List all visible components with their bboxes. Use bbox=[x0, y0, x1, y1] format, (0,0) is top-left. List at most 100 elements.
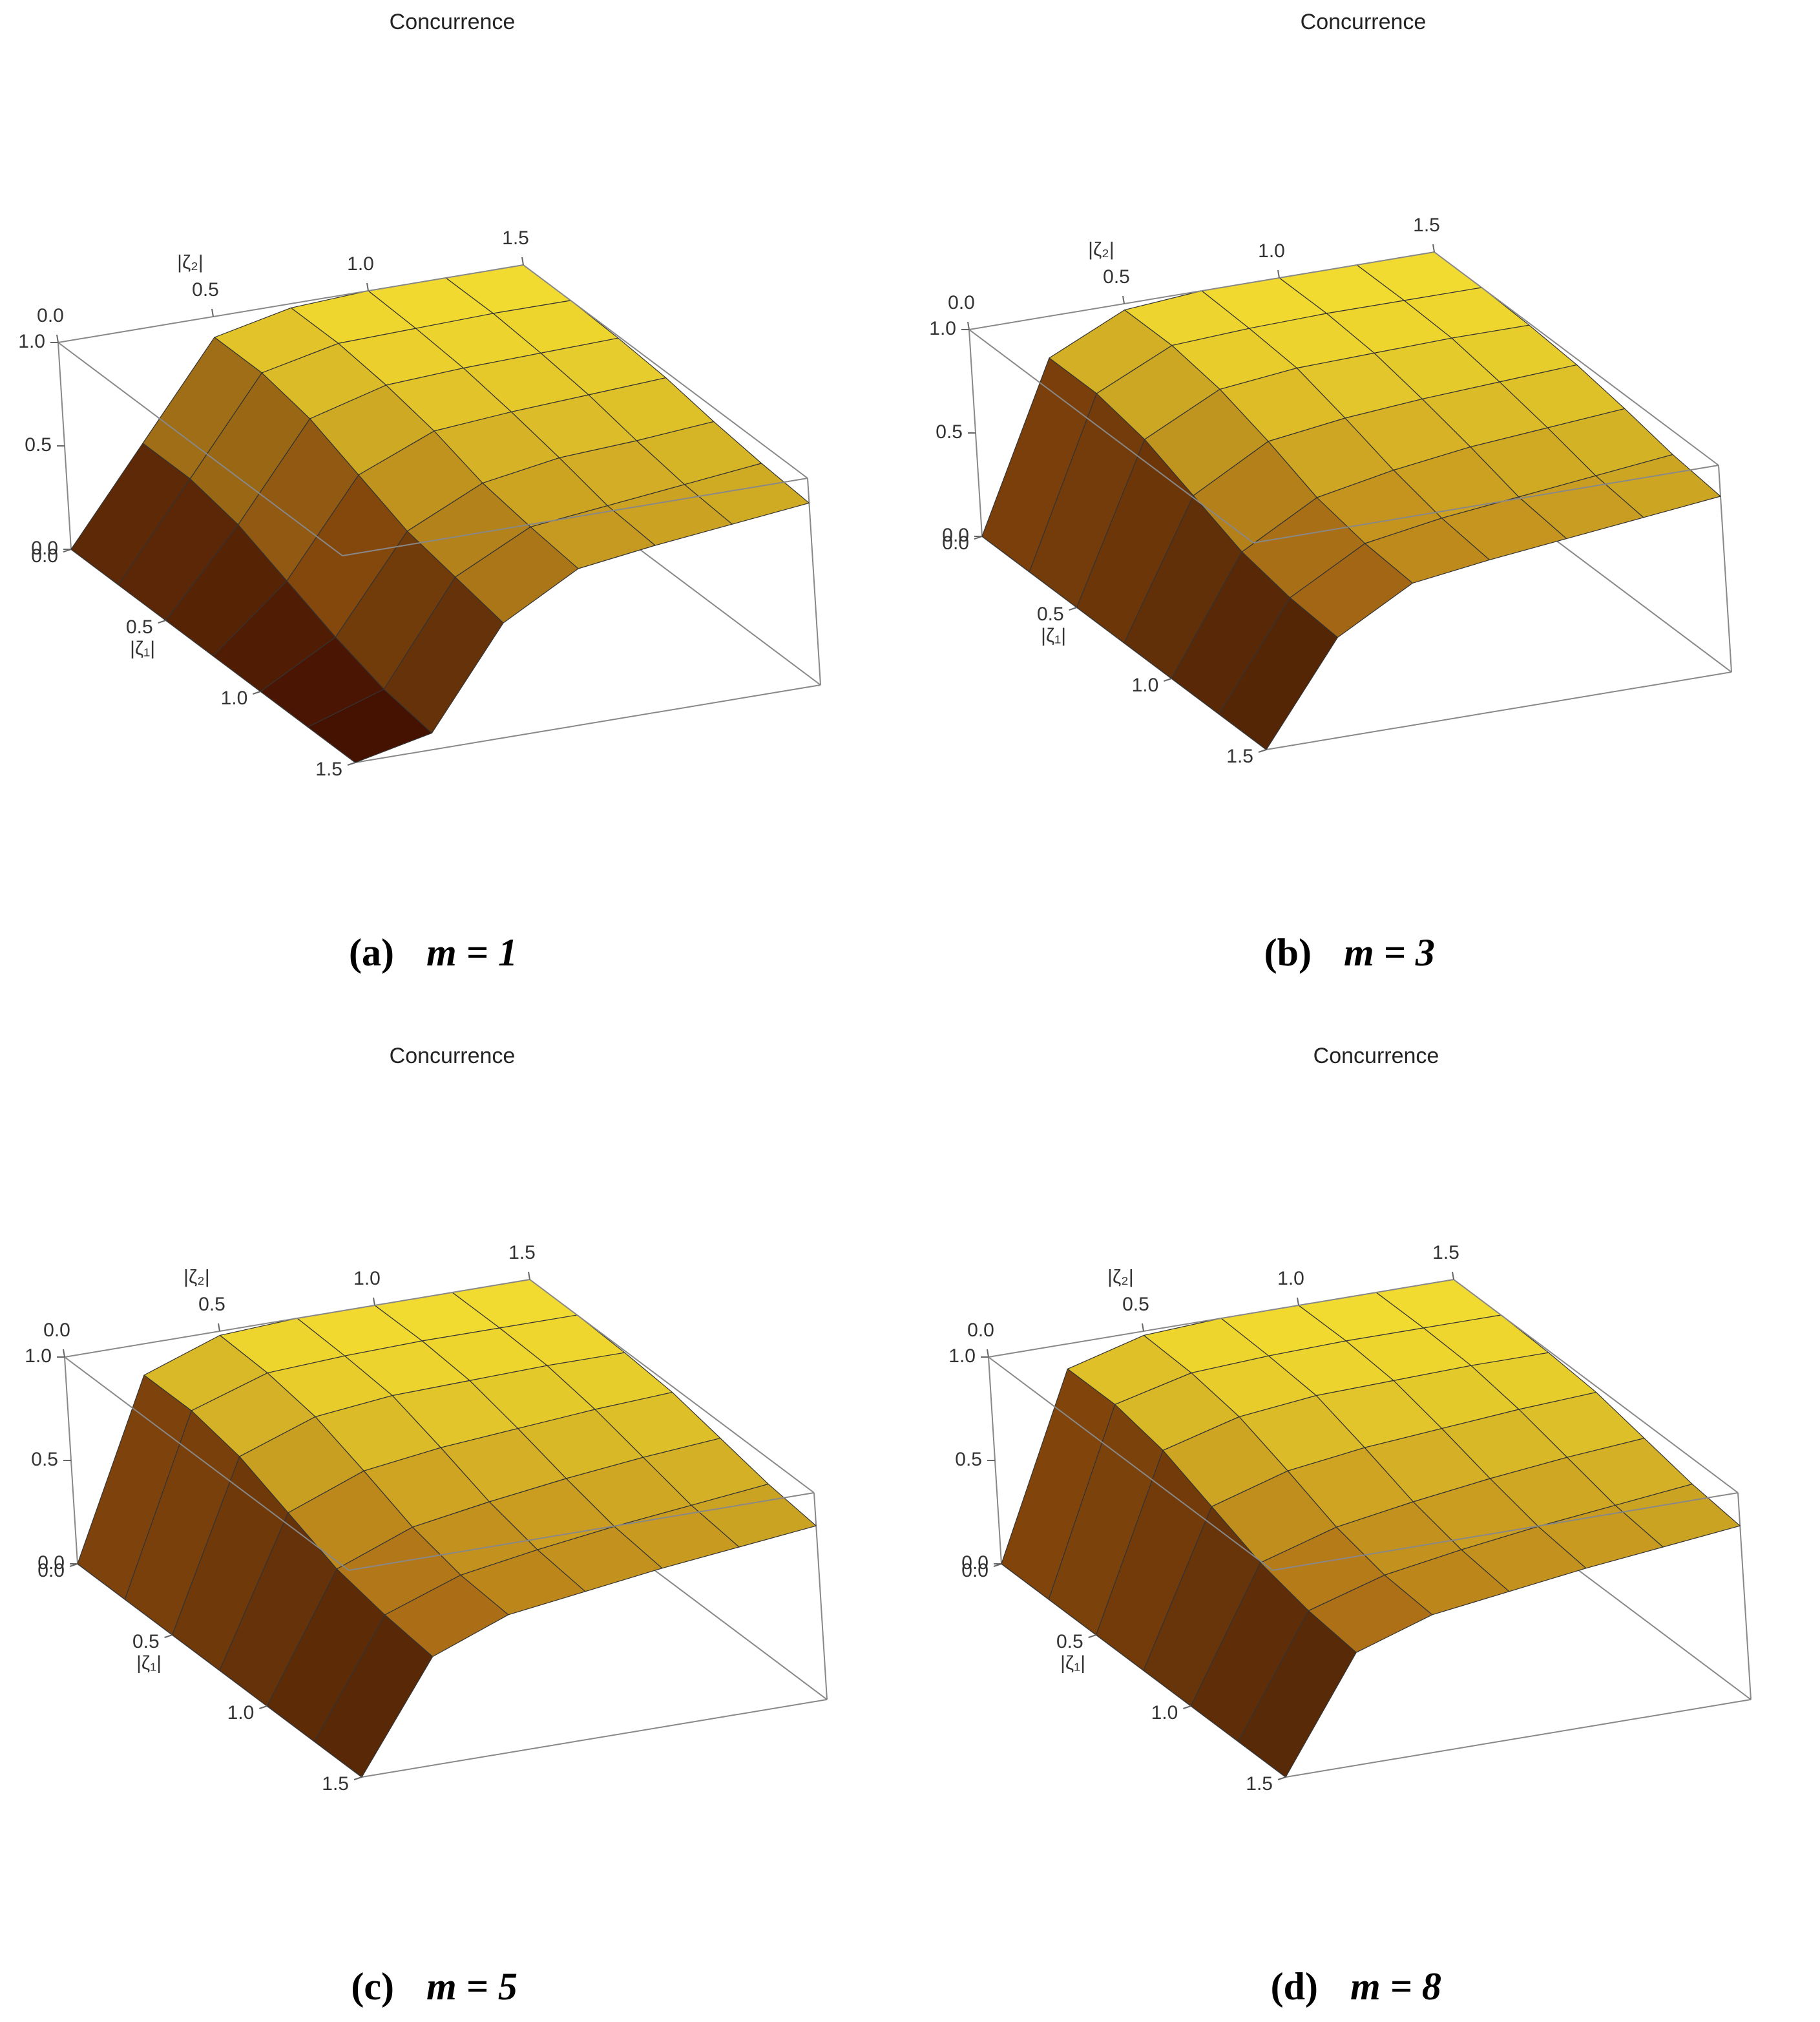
x-tick bbox=[347, 762, 356, 766]
y-tick bbox=[1452, 1271, 1454, 1280]
box-edge bbox=[58, 264, 524, 343]
title: Concurrence bbox=[390, 1044, 516, 1068]
x-axis-label: |ζ₁| bbox=[1060, 1652, 1085, 1674]
panel: Concurrence 0.0 0.5 1.0 1.5 0.0 0.5 1.0 1.5 0.0 0.… bbox=[929, 10, 1732, 974]
x-axis-label: |ζ₁| bbox=[130, 638, 155, 659]
box-edge bbox=[968, 329, 1254, 543]
y-tick bbox=[1277, 269, 1280, 279]
y-tick bbox=[987, 1349, 989, 1358]
x-tick-label: 0.0 bbox=[31, 545, 58, 567]
y-tick-label: 1.0 bbox=[353, 1268, 381, 1289]
y-tick bbox=[1297, 1297, 1299, 1306]
x-tick bbox=[1183, 1705, 1191, 1709]
x-tick-label: 0.5 bbox=[132, 1631, 160, 1652]
x-tick-label: 0.5 bbox=[1056, 1631, 1083, 1652]
z-tick-label: 1.0 bbox=[18, 331, 45, 352]
surface-cell bbox=[1219, 597, 1338, 750]
z-tick-label: 1.0 bbox=[929, 318, 956, 339]
y-tick bbox=[1122, 295, 1125, 304]
x-tick bbox=[1258, 749, 1267, 753]
box-edge bbox=[1434, 251, 1719, 466]
surface-cell bbox=[308, 688, 433, 763]
z-tick-label: 0.0 bbox=[942, 525, 969, 546]
x-axis-label: |ζ₁| bbox=[1041, 625, 1066, 646]
panel: Concurrence 0.0 0.5 1.0 1.5 0.0 0.5 1.0 1.5 0.0 0.… bbox=[948, 1044, 1752, 2008]
title: Concurrence bbox=[1313, 1044, 1439, 1068]
x-tick-label: 0.0 bbox=[961, 1560, 988, 1581]
box-edge bbox=[523, 264, 808, 479]
y-tick-label: 1.0 bbox=[1277, 1268, 1304, 1289]
box-edge bbox=[1285, 1699, 1752, 1778]
y-tick-label: 0.0 bbox=[43, 1320, 70, 1341]
y-axis-label: |ζ₂| bbox=[177, 252, 203, 273]
y-tick bbox=[56, 334, 59, 343]
box-edge bbox=[988, 1279, 1454, 1358]
x-tick bbox=[1069, 607, 1077, 611]
z-tick-label: 0.5 bbox=[31, 1449, 58, 1470]
box-edge bbox=[348, 1492, 815, 1571]
z-tick-label: 1.0 bbox=[948, 1345, 976, 1367]
panel: Concurrence 0.0 0.5 1.0 1.5 0.0 0.5 1.0 1.5 0.0 0.… bbox=[18, 10, 821, 974]
y-tick bbox=[373, 1297, 375, 1306]
y-tick bbox=[521, 257, 524, 266]
x-tick bbox=[259, 1705, 267, 1709]
caption-equation: m = 5 bbox=[426, 1965, 518, 2008]
box-edge bbox=[529, 1279, 815, 1493]
box-edge bbox=[988, 1356, 1273, 1571]
x-tick-label: 1.5 bbox=[322, 1773, 349, 1795]
y-tick-label: 1.5 bbox=[1413, 215, 1440, 236]
z-tick-label: 0.5 bbox=[955, 1449, 982, 1470]
y-tick bbox=[218, 1323, 220, 1332]
caption-equation: m = 3 bbox=[1344, 931, 1435, 974]
x-tick bbox=[1088, 1634, 1096, 1638]
x-tick bbox=[158, 620, 166, 624]
box-edge bbox=[813, 1492, 828, 1700]
x-tick-label: 1.0 bbox=[227, 1702, 255, 1723]
box-edge bbox=[64, 1279, 530, 1358]
caption-equation: m = 1 bbox=[426, 931, 518, 974]
x-tick-label: 0.5 bbox=[126, 616, 153, 638]
box-edge bbox=[1737, 1492, 1752, 1700]
title: Concurrence bbox=[1301, 10, 1427, 34]
y-tick-label: 0.5 bbox=[198, 1294, 225, 1315]
panel: Concurrence 0.0 0.5 1.0 1.5 0.0 0.5 1.0 1.5 0.0 0.… bbox=[25, 1044, 828, 2008]
y-axis-label: |ζ₂| bbox=[1107, 1267, 1133, 1288]
z-tick-label: 0.0 bbox=[31, 538, 58, 559]
y-tick bbox=[967, 321, 970, 330]
y-tick-label: 0.0 bbox=[967, 1320, 994, 1341]
box-edge bbox=[64, 1356, 350, 1571]
caption-label: (b) bbox=[1264, 931, 1312, 974]
y-tick bbox=[211, 308, 214, 317]
z-tick-label: 0.5 bbox=[936, 421, 963, 443]
box-edge bbox=[807, 478, 821, 686]
y-tick-label: 0.0 bbox=[37, 305, 64, 326]
box-edge bbox=[355, 684, 821, 763]
y-tick-label: 1.0 bbox=[347, 253, 374, 275]
x-tick bbox=[1277, 1776, 1286, 1780]
title: Concurrence bbox=[390, 10, 516, 34]
x-tick bbox=[1164, 678, 1172, 682]
x-tick-label: 1.0 bbox=[1132, 675, 1159, 696]
caption-label: (d) bbox=[1271, 1965, 1318, 2008]
box-edge bbox=[1272, 1492, 1739, 1571]
x-tick bbox=[253, 691, 261, 695]
x-tick-label: 1.5 bbox=[1246, 1773, 1273, 1795]
x-axis-label: |ζ₁| bbox=[136, 1652, 162, 1674]
box-edge bbox=[1266, 671, 1732, 750]
box-edge bbox=[58, 342, 343, 556]
box-edge bbox=[342, 478, 808, 556]
caption-label: (a) bbox=[349, 931, 394, 974]
z-tick-label: 0.0 bbox=[961, 1552, 988, 1574]
z-tick-label: 0.5 bbox=[25, 434, 52, 456]
z-tick-label: 1.0 bbox=[25, 1345, 52, 1367]
x-tick-label: 1.0 bbox=[221, 688, 248, 709]
x-tick bbox=[353, 1776, 362, 1780]
surface-cell bbox=[1238, 1610, 1357, 1778]
y-tick bbox=[1432, 244, 1435, 253]
x-tick bbox=[164, 1634, 173, 1638]
x-tick-label: 1.0 bbox=[1151, 1702, 1178, 1723]
y-tick-label: 1.5 bbox=[508, 1242, 536, 1263]
box-edge bbox=[1453, 1279, 1739, 1493]
y-tick-label: 0.5 bbox=[1103, 266, 1130, 288]
